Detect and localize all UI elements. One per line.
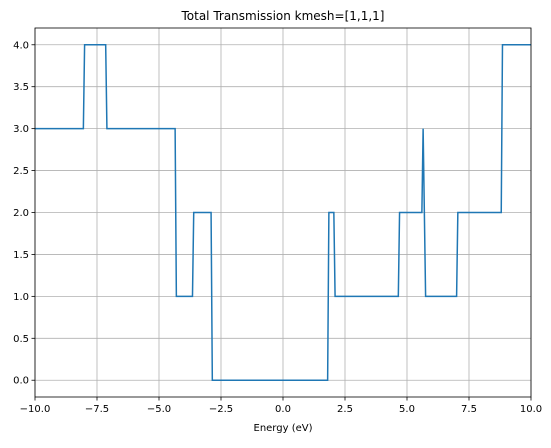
x-tick-label: −2.5	[209, 404, 233, 415]
y-tick-label: 3.0	[13, 124, 29, 135]
y-tick-label: 3.5	[13, 82, 29, 93]
x-tick-label: 7.5	[461, 404, 477, 415]
y-tick-label: 4.0	[13, 40, 29, 51]
y-tick-label: 2.5	[13, 166, 29, 177]
x-tick-label: −7.5	[85, 404, 109, 415]
x-axis-title: Energy (eV)	[254, 423, 313, 434]
y-tick-label: 2.0	[13, 208, 29, 219]
tick-layer: −10.0 −7.5 −5.0 −2.5 0.0 2.5 5.0 7.5 10.0 0.0 0.5 1…	[13, 40, 542, 415]
x-tick-label: 5.0	[399, 404, 415, 415]
y-tick-label: 1.5	[13, 250, 29, 261]
chart-title: Total Transmission kmesh=[1,1,1]	[180, 9, 384, 23]
series-layer	[35, 44, 531, 381]
x-tick-label: 10.0	[520, 404, 542, 415]
x-tick-label: 0.0	[275, 404, 291, 415]
x-tick-label: −10.0	[20, 404, 51, 415]
grid-layer	[34, 28, 532, 397]
series-line	[35, 44, 531, 381]
x-tick-label: 2.5	[337, 404, 353, 415]
y-tick-label: 0.0	[13, 376, 29, 387]
y-tick-label: 0.5	[13, 334, 29, 345]
x-tick-label: −5.0	[147, 404, 171, 415]
y-tick-label: 1.0	[13, 292, 29, 303]
